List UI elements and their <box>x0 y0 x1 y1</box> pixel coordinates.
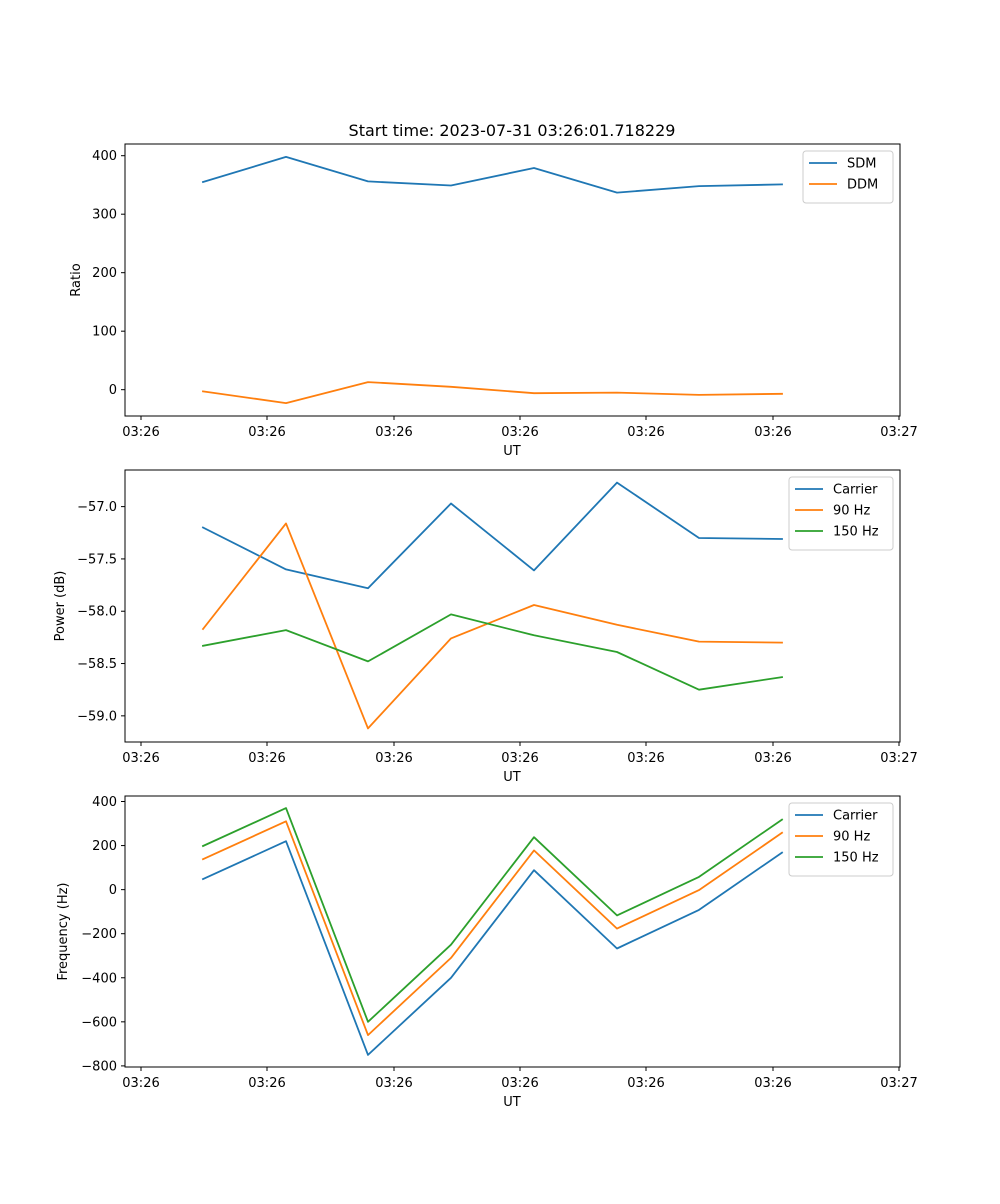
y-axis-label: Power (dB) <box>53 571 68 642</box>
x-tick-label: 03:26 <box>375 1076 412 1091</box>
x-axis-label: UT <box>503 770 521 785</box>
y-tick-label: −59.0 <box>77 709 117 724</box>
series-line-ddm <box>201 381 783 405</box>
legend: SDM DDM <box>802 150 894 204</box>
x-tick-label: 03:26 <box>754 425 791 440</box>
legend-label: DDM <box>847 178 878 193</box>
y-tick-label: −600 <box>81 1015 117 1030</box>
legend: Carrier 90 Hz 150 Hz <box>788 802 894 877</box>
x-tick-label: 03:27 <box>880 1076 917 1091</box>
x-tick-label: 03:26 <box>122 1076 159 1091</box>
axes-frame <box>124 143 901 417</box>
x-tick-label: 03:26 <box>501 751 538 766</box>
legend-label: 150 Hz <box>833 525 879 540</box>
legend-label: Carrier <box>833 483 878 498</box>
x-axis-label: UT <box>503 1095 521 1110</box>
y-tick-label: 100 <box>92 325 117 340</box>
y-tick-label: 0 <box>109 383 117 398</box>
legend-box <box>802 150 894 204</box>
y-tick-label: −57.0 <box>77 500 117 515</box>
legend-label: 90 Hz <box>833 830 870 845</box>
x-tick-label: 03:26 <box>501 425 538 440</box>
series-line-150-hz <box>201 807 784 1023</box>
x-tick-label: 03:26 <box>248 751 285 766</box>
legend-label: Carrier <box>833 809 878 824</box>
x-tick-label: 03:26 <box>627 751 664 766</box>
series-line-carrier <box>201 840 784 1056</box>
legend-label: SDM <box>847 157 876 172</box>
x-tick-label: 03:26 <box>122 751 159 766</box>
x-tick-label: 03:27 <box>880 751 917 766</box>
series-line-90-hz <box>201 820 784 1036</box>
axes-frame <box>124 469 901 743</box>
x-tick-label: 03:26 <box>375 425 412 440</box>
subplot-3: 400 200 0 −200 −400 −600 −800 03:26 03:26 03:26 03… <box>56 795 918 1110</box>
chart-title: Start time: 2023-07-31 03:26:01.718229 <box>349 121 676 140</box>
y-tick-label: −58.0 <box>77 605 117 620</box>
legend-label: 150 Hz <box>833 851 879 866</box>
y-tick-label: 400 <box>92 149 117 164</box>
x-tick-label: 03:26 <box>754 1076 791 1091</box>
x-tick-label: 03:26 <box>754 751 791 766</box>
y-tick-label: −800 <box>81 1059 117 1074</box>
x-tick-label: 03:26 <box>501 1076 538 1091</box>
x-tick-label: 03:26 <box>627 425 664 440</box>
x-tick-label: 03:26 <box>248 425 285 440</box>
y-tick-label: 400 <box>92 795 117 810</box>
series-line-90-hz <box>201 522 783 730</box>
y-axis-label: Frequency (Hz) <box>56 882 71 980</box>
y-tick-label: 200 <box>92 839 117 854</box>
legend: Carrier 90 Hz 150 Hz <box>788 476 894 551</box>
y-tick-label: −400 <box>81 971 117 986</box>
series-line-sdm <box>201 155 783 194</box>
y-tick-label: 200 <box>92 266 117 281</box>
subplot-1: 0 100 200 300 400 03:26 03:26 03:26 03:26 03:26 03… <box>69 143 918 459</box>
x-tick-label: 03:26 <box>248 1076 285 1091</box>
x-axis-label: UT <box>503 444 521 459</box>
y-tick-label: −57.5 <box>77 552 117 567</box>
y-tick-label: 300 <box>92 208 117 223</box>
y-tick-label: 0 <box>109 883 117 898</box>
subplot-2: −57.0 −57.5 −58.0 −58.5 −59.0 03:26 03:26 03:26… <box>53 469 918 785</box>
x-tick-label: 03:26 <box>122 425 159 440</box>
series-line-150-hz <box>201 613 784 691</box>
series-line-carrier <box>201 481 783 590</box>
x-tick-label: 03:26 <box>627 1076 664 1091</box>
axes-frame <box>124 795 901 1068</box>
x-tick-label: 03:27 <box>880 425 917 440</box>
y-tick-label: −58.5 <box>77 657 117 672</box>
y-axis-label: Ratio <box>69 263 84 296</box>
y-tick-label: −200 <box>81 927 117 942</box>
legend-label: 90 Hz <box>833 504 870 519</box>
x-tick-label: 03:26 <box>375 751 412 766</box>
